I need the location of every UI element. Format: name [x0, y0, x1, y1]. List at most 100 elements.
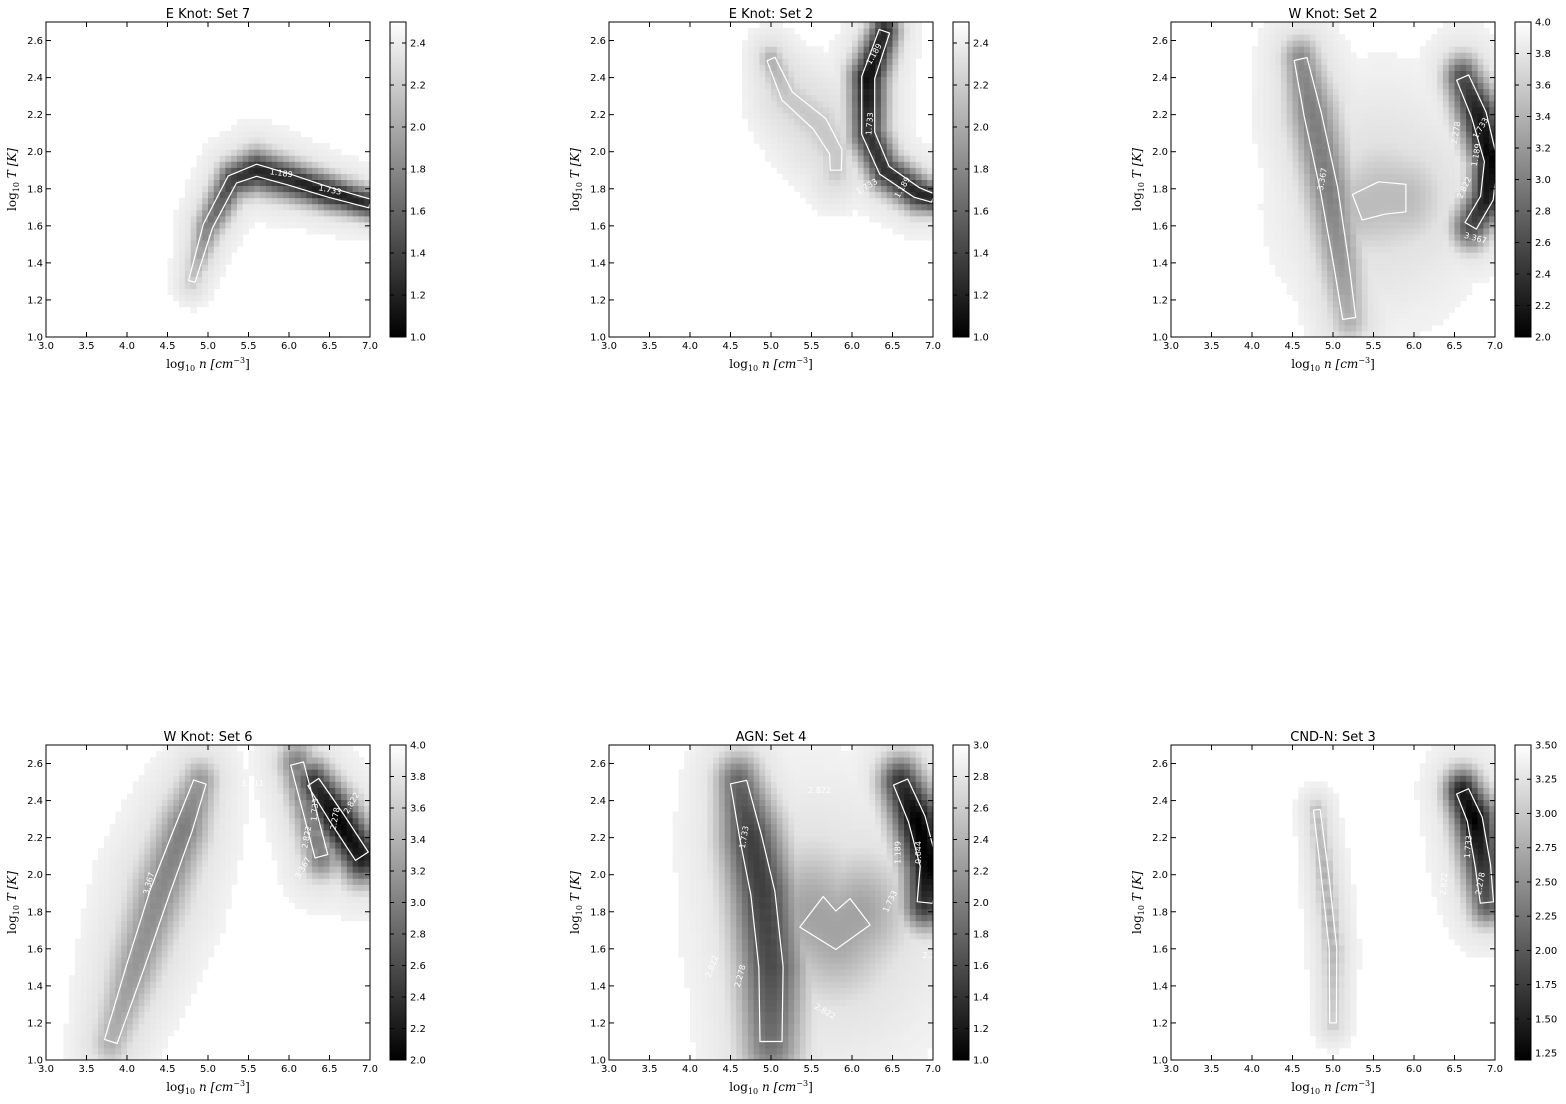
heatmap-cell	[1466, 270, 1473, 277]
heatmap-cell	[1471, 52, 1479, 59]
heatmap-cell	[811, 203, 818, 211]
heatmap-cell	[98, 1035, 105, 1043]
heatmap-cell	[300, 179, 307, 187]
heatmap-cell	[1298, 203, 1305, 211]
heatmap-cell	[109, 829, 116, 837]
heatmap-cell	[1298, 312, 1305, 320]
heatmap-cell	[1333, 64, 1340, 71]
heatmap-cell	[1304, 22, 1311, 29]
heatmap-cell	[1454, 191, 1461, 199]
heatmap-cell	[1448, 306, 1455, 314]
heatmap-cell	[1361, 330, 1369, 337]
heatmap-cell	[1315, 34, 1322, 41]
heatmap-cell	[1454, 58, 1461, 65]
y-tick-label: 1.8	[27, 184, 43, 195]
heatmap-cell	[1483, 252, 1490, 259]
heatmap-cell	[1425, 155, 1432, 162]
heatmap-cell	[219, 908, 226, 916]
heatmap-cell	[852, 94, 859, 102]
heatmap-cell	[155, 1005, 163, 1013]
heatmap-cell	[846, 64, 853, 71]
heatmap-cell	[179, 987, 186, 994]
heatmap-cell	[1437, 197, 1444, 205]
heatmap-cell	[115, 920, 122, 928]
heatmap-cell	[857, 40, 865, 47]
heatmap-cell	[1454, 294, 1461, 302]
heatmap-cell	[150, 914, 157, 922]
heatmap-cell	[179, 215, 186, 223]
heatmap-cell	[1437, 288, 1444, 296]
heatmap-cell	[1361, 155, 1369, 162]
heatmap-cell	[1292, 221, 1299, 229]
heatmap-cell	[921, 234, 928, 241]
heatmap-cell	[236, 751, 244, 758]
heatmap-cell	[109, 860, 116, 867]
heatmap-cell	[805, 118, 812, 126]
heatmap-cell	[138, 1023, 145, 1031]
heatmap-cell	[1402, 276, 1409, 283]
heatmap-cell	[1408, 94, 1415, 102]
heatmap-cell	[144, 902, 151, 910]
heatmap-cell	[805, 124, 812, 132]
heatmap-cell	[747, 94, 755, 102]
heatmap-cell	[1338, 58, 1346, 65]
heatmap-cell	[138, 896, 145, 903]
heatmap-cell	[236, 841, 244, 849]
heatmap-cell	[1408, 306, 1415, 314]
heatmap-cell	[1304, 100, 1311, 108]
heatmap-cell	[86, 1023, 93, 1031]
heatmap-cell	[352, 209, 359, 217]
heatmap-cell	[184, 926, 192, 934]
heatmap-cell	[1373, 330, 1380, 337]
heatmap-cell	[1315, 221, 1322, 229]
heatmap-cell	[857, 149, 865, 156]
heatmap-cell	[1390, 318, 1398, 326]
heatmap-cell	[1275, 64, 1282, 71]
heatmap-cell	[921, 209, 928, 217]
heatmap-cell	[788, 40, 795, 47]
heatmap-cell	[103, 1035, 111, 1043]
heatmap-cell	[1321, 112, 1328, 120]
heatmap-cell	[150, 926, 157, 934]
heatmap-cell	[1454, 276, 1461, 283]
heatmap-cell	[904, 118, 911, 126]
heatmap-cell	[173, 258, 180, 265]
heatmap-cell	[213, 751, 221, 758]
heatmap-cell	[794, 185, 801, 193]
heatmap-cell	[1414, 282, 1421, 290]
heatmap-cell	[236, 179, 244, 187]
heatmap-cell	[144, 932, 151, 940]
heatmap-cell	[886, 143, 893, 150]
heatmap-cell	[98, 908, 105, 916]
heatmap-cell	[794, 70, 801, 78]
heatmap-cell	[150, 908, 157, 916]
heatmap-cell	[358, 197, 365, 205]
heatmap-cell	[1390, 124, 1398, 132]
heatmap-cell	[364, 161, 370, 168]
heatmap-cell	[236, 793, 244, 801]
heatmap-cell	[289, 775, 296, 782]
heatmap-cell	[753, 112, 760, 120]
heatmap-cell	[1350, 276, 1357, 283]
heatmap-cell	[1350, 112, 1357, 120]
heatmap-cell	[103, 987, 111, 994]
heatmap-cell	[915, 227, 922, 235]
heatmap-cell	[927, 161, 933, 168]
heatmap-cell	[364, 167, 370, 174]
heatmap-cell	[1477, 22, 1484, 29]
heatmap-cell	[277, 763, 284, 770]
heatmap-cell	[765, 118, 772, 126]
heatmap-cell	[98, 847, 105, 855]
heatmap-cell	[1350, 64, 1357, 71]
heatmap-cell	[231, 149, 238, 156]
heatmap-cell	[242, 805, 249, 813]
heatmap-cell	[1402, 282, 1409, 290]
heatmap-cell	[121, 993, 128, 1000]
colorbar-gradient	[952, 21, 970, 338]
heatmap-cell	[823, 173, 830, 180]
heatmap-cell	[289, 847, 296, 855]
heatmap-cell	[857, 118, 865, 126]
heatmap-cell	[1396, 179, 1403, 187]
heatmap-cell	[127, 969, 134, 976]
heatmap-cell	[173, 234, 180, 241]
